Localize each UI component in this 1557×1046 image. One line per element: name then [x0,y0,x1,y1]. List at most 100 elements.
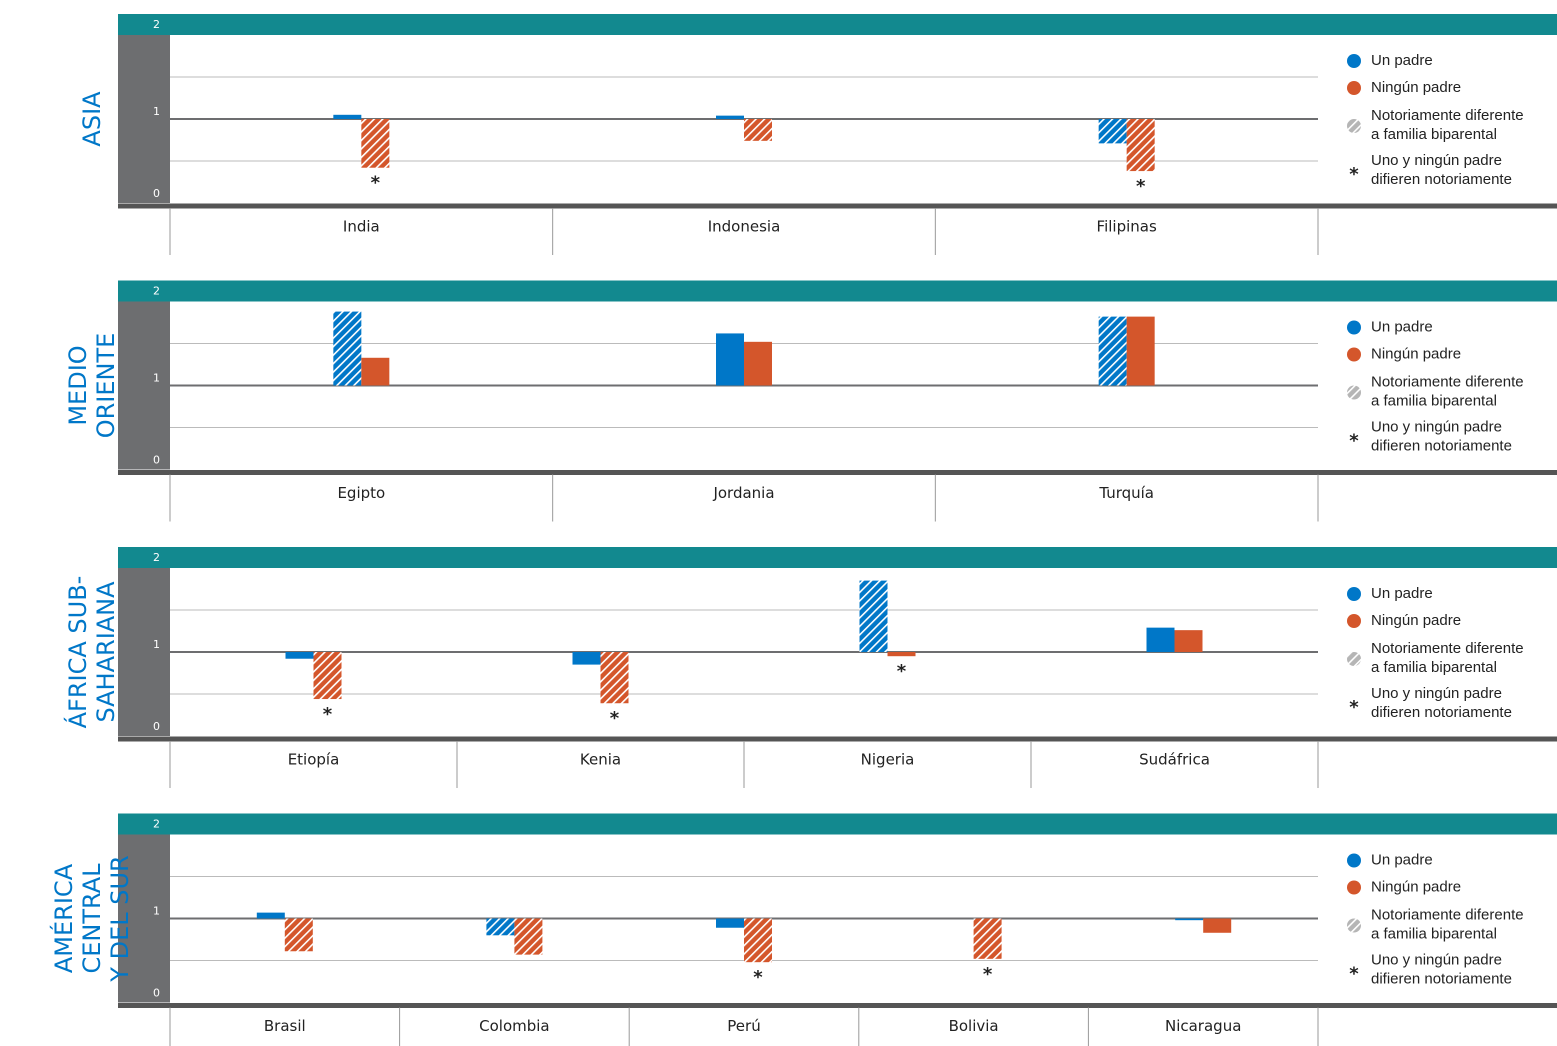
header-band [118,547,1557,568]
legend-swatch [1347,587,1361,601]
bar [744,341,772,386]
legend-label: Ningún padre [1371,878,1461,895]
bar [744,918,772,963]
x-tick-label: Brasil [264,1017,306,1035]
x-tick-label: Sudáfrica [1139,751,1210,769]
legend-marker: * [1349,697,1359,718]
significance-marker: * [1136,176,1146,197]
bar [1175,918,1204,921]
legend-label: a familia biparental [1371,126,1497,143]
bar [1174,630,1203,652]
region-label: Y DEL SUR [106,855,134,982]
region-label: CENTRAL [78,863,106,974]
x-tick-label: Bolivia [949,1017,999,1035]
significance-marker: * [983,964,993,985]
bar [1098,316,1127,386]
legend-swatch [1347,81,1361,95]
bar [1098,119,1127,144]
significance-marker: * [753,967,763,988]
x-tick-label: Perú [727,1017,760,1035]
y-axis-band [118,834,170,1003]
legend-label: a familia biparental [1371,659,1497,676]
bar [716,333,744,386]
legend-label: Uno y ningún padre [1371,685,1502,702]
x-tick-label: Jordania [712,484,774,502]
legend-swatch [1347,880,1361,895]
bar [973,918,1002,959]
bar [716,918,744,928]
header-band [118,14,1557,35]
bar [744,119,772,141]
bar [284,918,313,952]
x-tick-label: Colombia [479,1017,550,1035]
legend-label: Ningún padre [1371,612,1461,629]
bar [361,357,390,386]
significance-marker: * [371,173,381,194]
x-tick-label: Nicaragua [1165,1017,1241,1035]
legend-label: Notoriamente diferente [1371,107,1524,124]
y-tick-label: 1 [153,372,160,385]
x-tick-label: Egipto [337,484,385,502]
legend-label: difieren notoriamente [1371,171,1512,188]
legend-label: difieren notoriamente [1371,704,1512,721]
x-tick-label: Indonesia [708,218,781,236]
header-band [118,813,1557,835]
bar [514,918,543,955]
legend-label: Uno y ningún padre [1371,152,1502,169]
bar [361,119,390,168]
x-tick-label: Kenia [580,751,621,769]
bar [333,311,362,386]
x-tick-label: Etiopía [288,751,340,769]
significance-marker: * [897,661,907,682]
x-tick-label: India [343,218,380,236]
bar [256,912,285,919]
x-tick-label: Nigeria [861,751,915,769]
y-tick-label: 1 [153,638,160,651]
x-tick-label: Filipinas [1097,218,1157,236]
legend-marker: * [1349,964,1359,985]
bar [313,652,342,700]
legend-label: Un padre [1371,585,1433,602]
bar [716,115,744,119]
legend-label: Notoriamente diferente [1371,373,1524,390]
bar [333,114,362,119]
bar [486,918,515,936]
legend-label: Notoriamente diferente [1371,640,1524,657]
region-label: MEDIO [64,345,92,425]
legend-label: Un padre [1371,318,1433,335]
y-axis-band [118,35,170,203]
legend-marker: * [1349,164,1359,185]
legend-swatch [1347,385,1361,400]
bar [600,652,629,704]
legend-swatch [1347,853,1361,868]
y-tick-label: 2 [153,818,160,831]
y-tick-label: 0 [153,454,160,467]
region-label: ORIENTE [92,333,120,439]
significance-marker: * [610,708,620,729]
legend-swatch [1347,918,1361,933]
x-tick-label: Turquía [1098,484,1154,502]
legend-swatch [1347,347,1361,362]
legend-label: difieren notoriamente [1371,437,1512,454]
region-label: SAHARIANA [92,581,120,723]
bar [1126,119,1155,172]
legend-label: difieren notoriamente [1371,970,1512,987]
y-tick-label: 0 [153,187,160,200]
region-label: ÁFRICA SUB- [63,576,92,729]
region-label: AMÉRICA [49,863,78,973]
y-tick-label: 0 [153,987,160,1000]
bar [1203,918,1232,933]
y-tick-label: 2 [153,551,160,564]
bar [1146,627,1175,652]
y-axis-band [118,301,170,470]
legend-label: a familia biparental [1371,925,1497,942]
legend-marker: * [1349,431,1359,452]
bar [1126,316,1155,386]
y-tick-label: 2 [153,285,160,298]
legend-label: Un padre [1371,851,1433,868]
bar [572,652,601,665]
y-tick-label: 1 [153,105,160,118]
legend-swatch [1347,119,1361,133]
